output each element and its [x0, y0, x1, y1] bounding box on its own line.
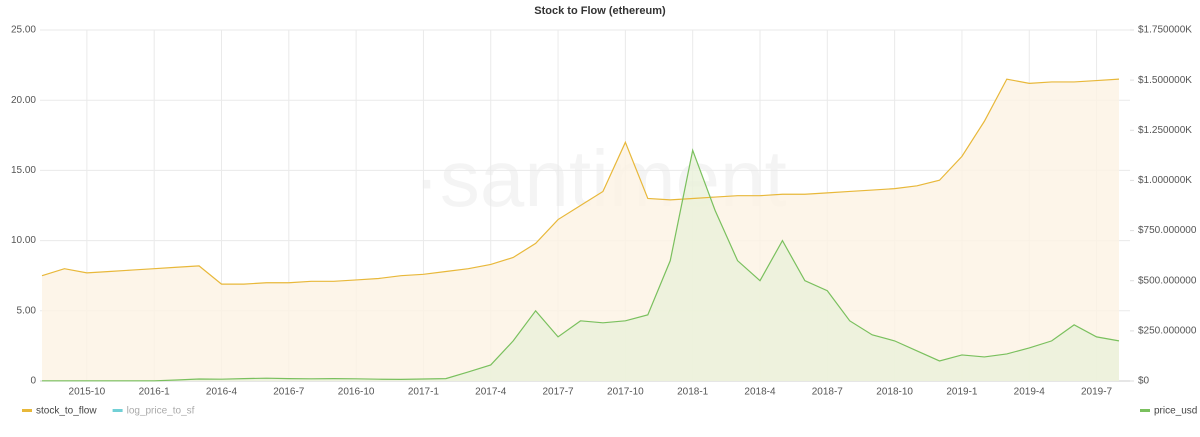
- x-tick-label: 2017-7: [542, 387, 574, 398]
- y-tick-label: 20.00: [11, 95, 36, 106]
- legend-label: log_price_to_sf: [127, 406, 195, 417]
- y-tick-label: 10.00: [11, 235, 36, 246]
- y-tick-label: 25.00: [11, 25, 36, 36]
- y-tick-label: 0: [30, 376, 36, 387]
- x-tick-label: 2016-4: [206, 387, 238, 398]
- x-tick-label: 2019-1: [946, 387, 978, 398]
- x-tick-label: 2018-1: [677, 387, 709, 398]
- x-tick-label: 2016-1: [139, 387, 171, 398]
- x-tick-label: 2019-7: [1081, 387, 1113, 398]
- legend-label: price_usd: [1154, 406, 1197, 417]
- y2-tick-label: $750.000000: [1138, 225, 1197, 236]
- y-tick-label: 15.00: [11, 165, 36, 176]
- y2-tick-label: $1.000000K: [1138, 175, 1192, 186]
- legend-swatch: [22, 409, 32, 412]
- y2-tick-label: $1.750000K: [1138, 25, 1192, 36]
- y2-tick-label: $250.000000: [1138, 325, 1197, 336]
- y-tick-label: 5.00: [17, 305, 37, 316]
- area: [42, 79, 1119, 381]
- legend-swatch: [1140, 409, 1150, 412]
- y2-tick-label: $1.500000K: [1138, 75, 1192, 86]
- y2-tick-label: $500.000000: [1138, 275, 1197, 286]
- x-tick-label: 2017-10: [607, 387, 644, 398]
- y2-tick-label: $1.250000K: [1138, 125, 1192, 136]
- x-tick-label: 2018-7: [812, 387, 844, 398]
- x-tick-label: 2017-4: [475, 387, 507, 398]
- labels: 0 5.00 10.00 15.00 20.00 25.00 $0 $250.000000 $5…: [11, 25, 1197, 417]
- x-tick-label: 2017-1: [408, 387, 440, 398]
- chart-title: Stock to Flow (ethereum): [534, 5, 666, 17]
- x-tick-label: 2016-10: [338, 387, 375, 398]
- legend-swatch: [112, 409, 123, 412]
- areas: [42, 79, 1119, 381]
- x-tick-label: 2016-7: [273, 387, 305, 398]
- lines: [41, 78, 1120, 382]
- series-line: [42, 148, 1120, 382]
- x-tick-label: 2018-10: [876, 387, 913, 398]
- x-tick-label: 2015-10: [69, 387, 106, 398]
- x-tick-label: 2019-4: [1014, 387, 1046, 398]
- legend-label: stock_to_flow: [36, 406, 97, 417]
- y2-tick-label: $0: [1138, 376, 1150, 387]
- series-line: [41, 78, 1120, 285]
- x-tick-label: 2018-4: [744, 387, 776, 398]
- area: [42, 150, 1119, 381]
